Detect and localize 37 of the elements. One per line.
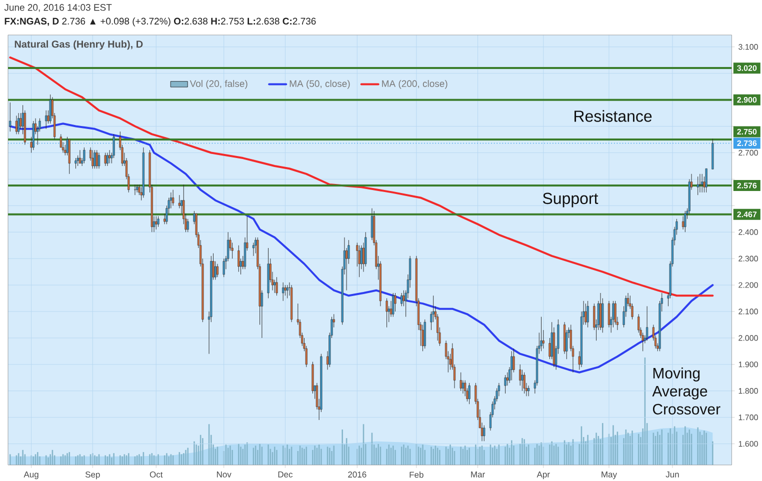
legend-label: MA (200, close) <box>382 80 448 89</box>
annotation: Moving Average Crossover <box>652 367 720 414</box>
x-tick-label: Jun <box>666 472 679 478</box>
text: Natural Gas (Henry Hub), D <box>14 40 143 50</box>
x-tick-label: 2016 <box>348 472 366 478</box>
text: June 20, 2016 14:03 EST <box>4 4 112 12</box>
y-tick-label: 2.300 <box>738 256 758 262</box>
ref-line-label: 2.576 <box>737 182 757 188</box>
text: FX:NGAS, D 2.736 ▲ +0.098 (+3.72%) O:2.638 H:2.753 L:2.638 C:2.736 <box>4 18 316 26</box>
ref-line-label: 2.467 <box>737 212 757 218</box>
x-tick-label: Dec <box>278 472 293 478</box>
ref-line-label: 2.900 <box>737 96 757 103</box>
annotation: Resistance <box>574 110 652 122</box>
x-tick-label: Apr <box>536 472 550 480</box>
x-tick-label: Nov <box>216 472 232 478</box>
x-tick-label: Oct <box>150 472 163 478</box>
x-tick-label: Aug <box>24 472 38 480</box>
x-tick-label: Mar <box>471 472 485 478</box>
y-tick-label: 2.100 <box>738 308 758 314</box>
y-tick-label: 1.900 <box>738 362 758 368</box>
y-tick-label: 2.400 <box>738 229 758 235</box>
y-tick-label: 2.000 <box>738 335 758 341</box>
y-tick-label: 2.700 <box>738 150 758 156</box>
x-tick-label: Sep <box>85 472 100 480</box>
legend-label: MA (50, close) <box>290 80 350 89</box>
ref-line-label: 2.750 <box>737 128 757 135</box>
ref-line-label: 2.736 <box>737 140 757 146</box>
annotation: Support <box>542 192 598 208</box>
y-tick-label: 3.100 <box>738 44 758 50</box>
y-tick-label: 1.700 <box>738 414 758 420</box>
x-tick-label: May <box>602 472 617 480</box>
ref-line-label: 3.020 <box>737 65 757 71</box>
y-tick-label: 1.800 <box>738 388 758 394</box>
y-tick-label: 2.200 <box>738 282 758 288</box>
x-tick-label: Feb <box>410 472 424 478</box>
legend-label: Vol (20, false) <box>190 80 248 89</box>
y-tick-label: 1.600 <box>738 440 758 447</box>
